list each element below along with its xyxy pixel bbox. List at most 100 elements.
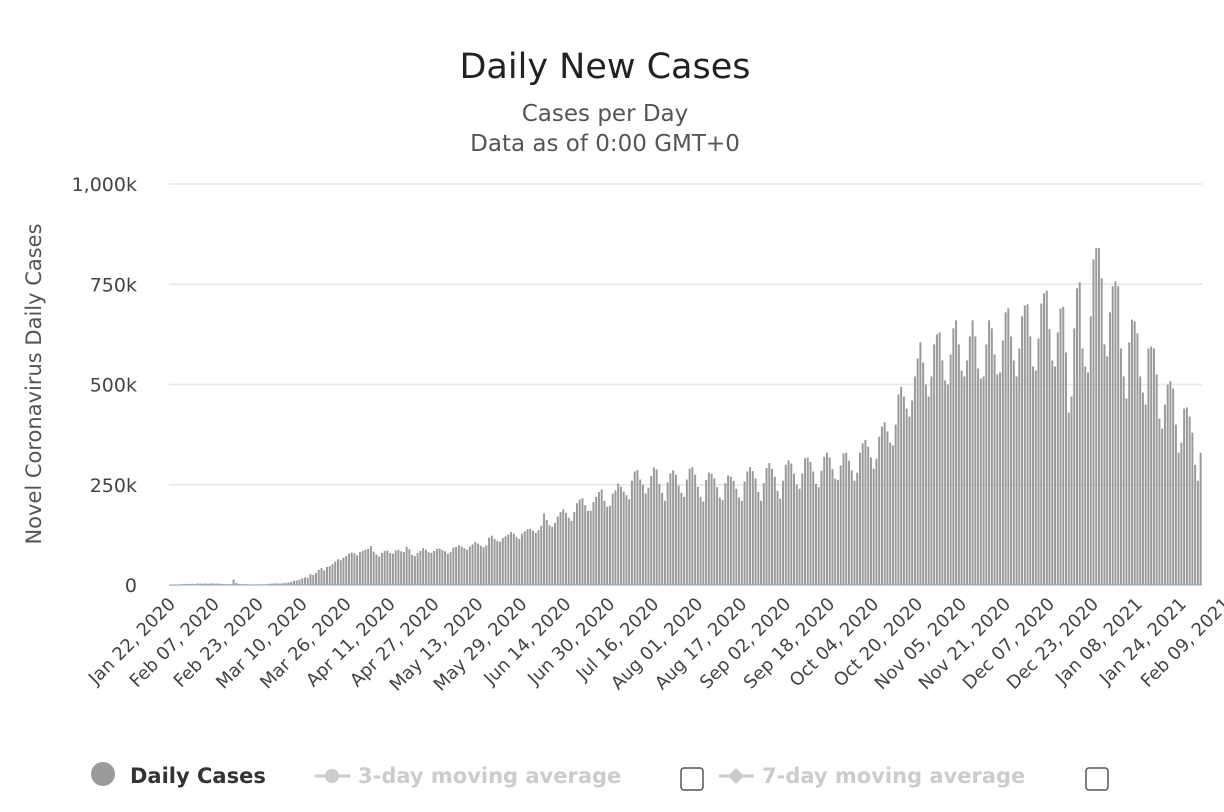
bar[interactable] (559, 512, 562, 585)
checkbox-7-day-average[interactable] (1085, 767, 1109, 791)
bar[interactable] (1070, 396, 1073, 585)
bar[interactable] (1188, 416, 1191, 585)
bar[interactable] (449, 552, 452, 585)
bar[interactable] (793, 473, 796, 585)
bar[interactable] (488, 537, 491, 585)
bar[interactable] (694, 474, 697, 585)
bar[interactable] (1194, 464, 1197, 585)
bar[interactable] (1092, 259, 1095, 585)
bar-series-daily-cases[interactable] (169, 247, 1202, 586)
bar[interactable] (213, 583, 216, 585)
bar[interactable] (224, 583, 227, 585)
legend-item-3-day-average[interactable]: 3-day moving average (315, 764, 621, 788)
bar[interactable] (196, 583, 199, 585)
bar[interactable] (1196, 480, 1199, 585)
bar[interactable] (540, 525, 543, 585)
bar[interactable] (1040, 303, 1043, 586)
bar[interactable] (386, 550, 389, 585)
bar[interactable] (265, 584, 268, 585)
bar[interactable] (1056, 332, 1059, 585)
bar[interactable] (955, 320, 958, 585)
bar[interactable] (738, 497, 741, 585)
bar[interactable] (452, 547, 455, 585)
bar[interactable] (924, 384, 927, 586)
bar[interactable] (1177, 452, 1180, 585)
bar[interactable] (639, 479, 642, 585)
bar[interactable] (229, 584, 232, 585)
bar[interactable] (496, 540, 499, 585)
bar[interactable] (889, 442, 892, 585)
bar[interactable] (685, 479, 688, 585)
bar[interactable] (1062, 306, 1065, 585)
bar[interactable] (347, 553, 350, 585)
bar[interactable] (521, 533, 524, 585)
bar[interactable] (988, 320, 991, 585)
bar[interactable] (834, 478, 837, 585)
bar[interactable] (743, 481, 746, 585)
bar[interactable] (471, 544, 474, 586)
bar[interactable] (257, 584, 260, 585)
bar[interactable] (757, 491, 760, 585)
bar[interactable] (504, 536, 507, 585)
bar[interactable] (749, 467, 752, 585)
bar[interactable] (666, 482, 669, 585)
bar[interactable] (902, 396, 905, 585)
bar[interactable] (578, 499, 581, 585)
bar[interactable] (661, 492, 664, 585)
bar[interactable] (935, 334, 938, 586)
legend-item-daily-cases[interactable]: Daily Cases (91, 762, 266, 788)
bar[interactable] (705, 479, 708, 585)
bar[interactable] (858, 452, 861, 585)
bar[interactable] (927, 396, 930, 585)
bar[interactable] (422, 548, 425, 585)
bar[interactable] (323, 570, 326, 585)
bar[interactable] (977, 368, 980, 585)
bar[interactable] (485, 545, 488, 585)
bar[interactable] (655, 469, 658, 585)
bar[interactable] (949, 354, 952, 585)
bar[interactable] (776, 490, 779, 585)
bar[interactable] (232, 579, 235, 585)
bar[interactable] (1169, 381, 1172, 585)
bar[interactable] (713, 478, 716, 585)
bar[interactable] (1084, 366, 1087, 585)
bar[interactable] (878, 436, 881, 585)
bar[interactable] (416, 552, 419, 585)
bar[interactable] (188, 583, 191, 585)
bar[interactable] (727, 475, 730, 585)
bar[interactable] (608, 505, 611, 585)
bar[interactable] (482, 547, 485, 585)
bar[interactable] (647, 487, 650, 585)
bar[interactable] (356, 555, 359, 585)
bar[interactable] (526, 529, 529, 585)
bar[interactable] (177, 584, 180, 586)
bar[interactable] (1026, 304, 1029, 585)
bar[interactable] (545, 520, 548, 585)
bar[interactable] (1183, 408, 1186, 585)
bar[interactable] (174, 584, 177, 586)
bar[interactable] (1051, 360, 1054, 585)
bar[interactable] (221, 583, 224, 585)
bar[interactable] (1043, 293, 1046, 585)
bar[interactable] (251, 584, 254, 586)
bar[interactable] (1119, 348, 1122, 585)
bar[interactable] (1111, 286, 1114, 585)
bar[interactable] (952, 328, 955, 585)
bar[interactable] (699, 496, 702, 585)
bar[interactable] (721, 499, 724, 585)
bar[interactable] (611, 493, 614, 585)
bar[interactable] (1032, 366, 1035, 585)
bar[interactable] (246, 584, 249, 585)
bar[interactable] (966, 360, 969, 585)
bar[interactable] (573, 512, 576, 585)
bar[interactable] (1172, 388, 1175, 585)
bar[interactable] (919, 342, 922, 585)
bar[interactable] (413, 556, 416, 585)
bar[interactable] (812, 471, 815, 585)
bar[interactable] (1007, 308, 1010, 585)
bar[interactable] (823, 456, 826, 585)
bar[interactable] (306, 577, 309, 585)
bar[interactable] (282, 583, 285, 585)
bar[interactable] (238, 584, 241, 585)
bar[interactable] (644, 493, 647, 585)
